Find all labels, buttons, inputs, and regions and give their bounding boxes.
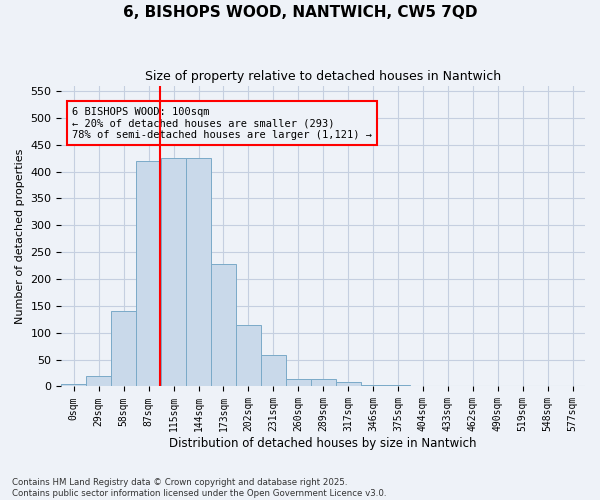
Bar xyxy=(161,158,186,386)
Text: 6 BISHOPS WOOD: 100sqm
← 20% of detached houses are smaller (293)
78% of semi-de: 6 BISHOPS WOOD: 100sqm ← 20% of detached… xyxy=(72,106,372,140)
Bar xyxy=(311,380,335,386)
Bar xyxy=(335,382,361,386)
Text: 6, BISHOPS WOOD, NANTWICH, CW5 7QD: 6, BISHOPS WOOD, NANTWICH, CW5 7QD xyxy=(123,5,477,20)
Bar xyxy=(186,158,211,386)
Y-axis label: Number of detached properties: Number of detached properties xyxy=(15,148,25,324)
Bar xyxy=(61,384,86,386)
Bar xyxy=(286,380,311,386)
Bar xyxy=(136,161,161,386)
Bar xyxy=(86,376,111,386)
Bar xyxy=(236,324,261,386)
Bar xyxy=(111,311,136,386)
Bar xyxy=(211,264,236,386)
X-axis label: Distribution of detached houses by size in Nantwich: Distribution of detached houses by size … xyxy=(169,437,477,450)
Title: Size of property relative to detached houses in Nantwich: Size of property relative to detached ho… xyxy=(145,70,501,83)
Text: Contains HM Land Registry data © Crown copyright and database right 2025.
Contai: Contains HM Land Registry data © Crown c… xyxy=(12,478,386,498)
Bar xyxy=(261,356,286,386)
